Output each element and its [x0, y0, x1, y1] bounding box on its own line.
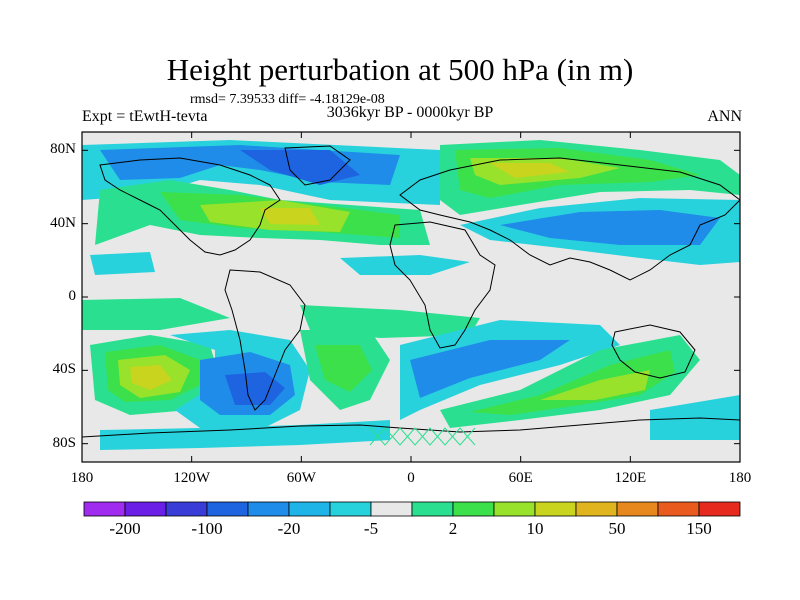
colorbar-swatch — [124, 501, 167, 517]
eurasia-coast — [399, 157, 740, 281]
lat-label: 40N — [50, 214, 76, 231]
australia-coast — [611, 324, 696, 379]
lon-label: 120W — [173, 470, 210, 486]
north-america-coast — [99, 157, 281, 256]
lon-label: 180 — [70, 470, 94, 486]
colorbar-swatch — [206, 501, 249, 517]
season-label: ANN — [707, 108, 742, 125]
colorbar-swatch — [83, 501, 126, 517]
colorbar-swatch — [288, 501, 331, 517]
asia-blue-core — [500, 210, 720, 245]
colorbar-swatch — [616, 501, 659, 517]
lon-label: 120E — [614, 470, 647, 486]
colorbar — [83, 501, 741, 517]
lon-label: 180 — [728, 470, 752, 486]
height-perturbation-field — [82, 132, 740, 462]
colorbar-swatch — [698, 501, 741, 517]
lon-label: 60E — [508, 470, 533, 486]
coastlines — [82, 145, 740, 438]
greenland-coast — [284, 145, 351, 186]
colorbar-label: 2 — [448, 519, 458, 538]
australia-yellow — [540, 370, 650, 400]
colorbar-swatch — [575, 501, 618, 517]
greenland-blue-core — [240, 150, 360, 185]
plot-title: Height perturbation at 500 hPa (in m) — [166, 52, 634, 87]
south-america-coast — [224, 269, 306, 411]
colorbar-swatch — [165, 501, 208, 517]
southern-ocean-blue-core — [410, 340, 570, 398]
colorbar-label: -100 — [191, 519, 223, 538]
colorbar-swatch — [329, 501, 372, 517]
tropical-green-west — [82, 298, 230, 330]
tropical-blue-patch — [340, 255, 470, 275]
colorbar-label: -200 — [109, 519, 141, 538]
pacific-tropical-patch — [90, 252, 155, 275]
australia-green-core — [470, 350, 675, 415]
lat-label: 80N — [50, 141, 76, 158]
lat-label: 40S — [52, 361, 76, 378]
colorbar-swatch — [452, 501, 495, 517]
south-america-deep-blue — [225, 372, 285, 405]
axis-ticks — [81, 132, 741, 462]
colorbar-swatch — [247, 501, 290, 517]
south-pacific-olive — [130, 365, 172, 390]
antarctic-east-blue — [650, 395, 740, 440]
colorbar-swatch — [370, 501, 413, 517]
tropical-green-central — [300, 305, 480, 338]
antarctic-blue-band — [100, 420, 390, 450]
stats-line: rmsd= 7.39533 diff= -4.18129e-08 — [190, 92, 385, 107]
africa-coast — [389, 221, 496, 349]
colorbar-swatch — [493, 501, 536, 517]
colorbar-swatch — [534, 501, 577, 517]
lat-label: 80S — [52, 434, 76, 451]
colorbar-label: -5 — [363, 519, 379, 538]
antarctic-hatch — [369, 427, 476, 446]
lat-label: 0 — [68, 288, 77, 304]
colorbar-swatch — [657, 501, 700, 517]
colorbar-label: 10 — [526, 519, 544, 538]
experiment-label: Expt = tEwtH-tevta — [82, 108, 208, 125]
colorbar-label: 50 — [608, 519, 626, 538]
colorbar-label: -20 — [277, 519, 301, 538]
north-america-olive — [260, 208, 320, 225]
eurasia-olive-core — [490, 163, 570, 178]
period-label: 3036kyr BP - 0000kyr BP — [326, 104, 494, 121]
south-atlantic-green-core — [315, 345, 372, 392]
colorbar-label: 150 — [686, 519, 712, 538]
antarctica-coast — [82, 417, 740, 438]
colorbar-swatch — [411, 501, 454, 517]
lon-label: 60W — [286, 470, 316, 486]
lon-label: 0 — [407, 470, 415, 486]
